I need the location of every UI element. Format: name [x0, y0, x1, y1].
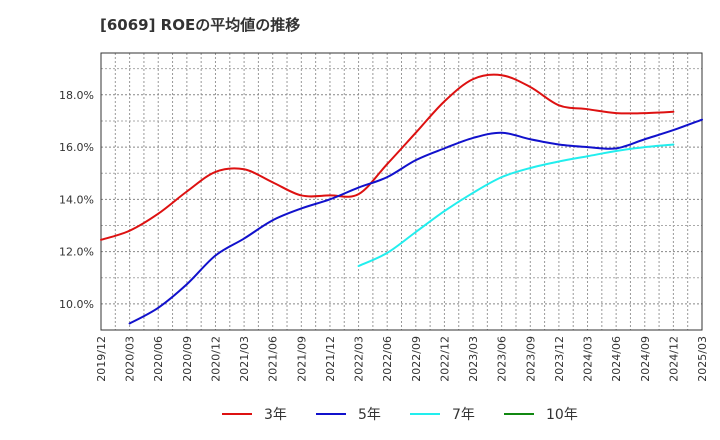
series-line-5年 — [128, 118, 703, 325]
y-tick-label: 14.0% — [59, 193, 94, 206]
y-tick-label: 10.0% — [59, 298, 94, 311]
x-tick-label: 2022/12 — [438, 336, 451, 382]
x-tick-label: 2023/03 — [467, 336, 480, 382]
x-tick-label: 2025/03 — [696, 336, 709, 382]
y-tick-label: 16.0% — [59, 141, 94, 154]
x-tick-label: 2020/06 — [152, 336, 165, 382]
x-tick-label: 2023/12 — [553, 336, 566, 382]
x-tick-label: 2019/12 — [95, 336, 108, 382]
x-tick-label: 2023/09 — [524, 336, 537, 382]
plot-frame — [100, 52, 703, 331]
x-tick-label: 2024/12 — [667, 336, 680, 382]
grid-layer — [100, 53, 703, 330]
legend-label-7年: 7年 — [452, 407, 475, 423]
series-layer — [100, 73, 703, 325]
x-tick-label: 2024/06 — [610, 336, 623, 382]
legend-label-3年: 3年 — [264, 407, 287, 423]
x-tick-label: 2020/12 — [209, 336, 222, 382]
y-tick-label: 12.0% — [59, 246, 94, 259]
series-line-3年 — [100, 73, 675, 241]
x-tick-label: 2022/09 — [410, 336, 423, 382]
x-tick-label: 2022/06 — [381, 336, 394, 382]
legend-label-10年: 10年 — [546, 407, 578, 423]
x-tick-label: 2021/09 — [295, 336, 308, 382]
y-tick-label: 18.0% — [59, 89, 94, 102]
x-tick-label: 2024/09 — [639, 336, 652, 382]
x-tick-label: 2020/03 — [124, 336, 137, 382]
x-tick-label: 2024/03 — [582, 336, 595, 382]
axis-layer: 10.0% 12.0% 14.0% 16.0% 18.0% 2019/12 2020/03 2… — [59, 52, 709, 382]
x-tick-label: 2023/06 — [496, 336, 509, 382]
x-tick-label: 2021/06 — [267, 336, 280, 382]
chart-title: [6069] ROEの平均値の推移 — [100, 16, 301, 34]
series-line-7年 — [357, 143, 675, 267]
plot-background — [101, 53, 702, 330]
legend-label-5年: 5年 — [358, 407, 381, 423]
legend-layer: 3年 5年 7年 10年 — [222, 407, 578, 423]
x-tick-label: 2021/03 — [238, 336, 251, 382]
x-tick-label: 2020/09 — [181, 336, 194, 382]
x-tick-label: 2021/12 — [324, 336, 337, 382]
x-tick-label: 2022/03 — [353, 336, 366, 382]
